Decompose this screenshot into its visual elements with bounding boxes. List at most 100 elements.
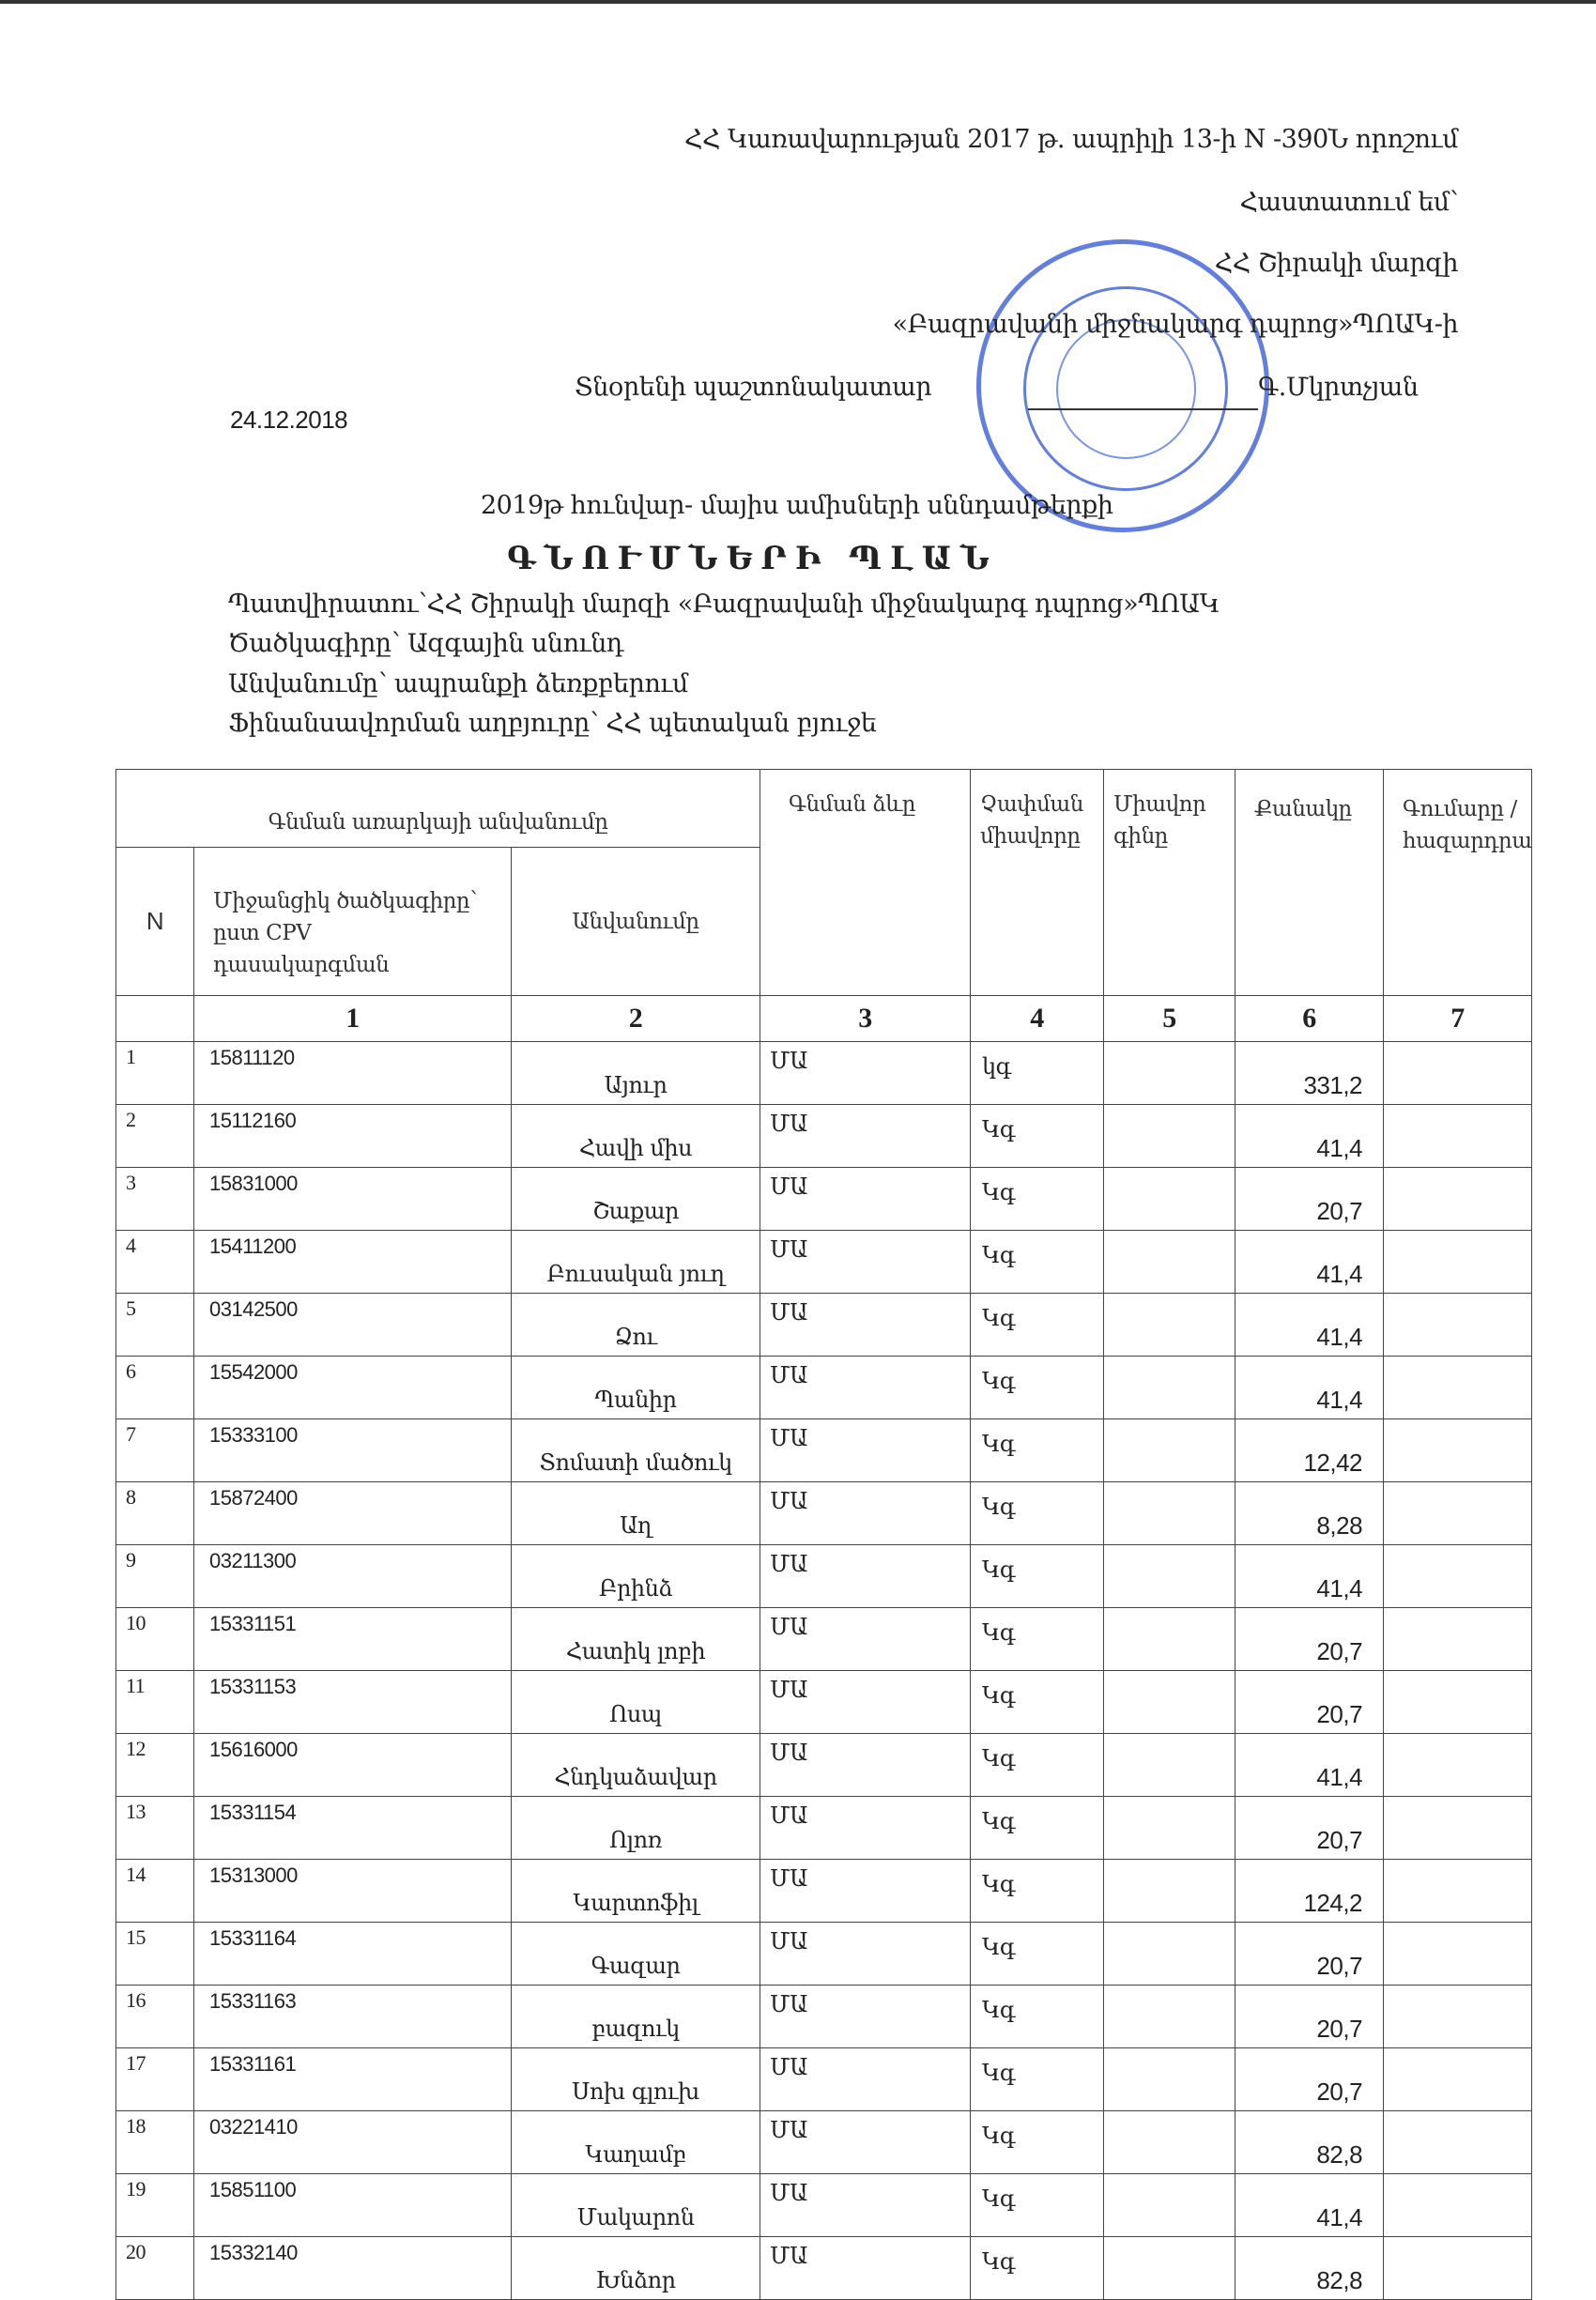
document-date: 24.12.2018 [230,406,348,434]
col-number: 5 [1103,995,1236,1042]
unit: Կգ [970,1607,1105,1671]
table-row: 5 03142500 Ձու ՄԱ Կգ 41,4 [115,1293,1533,1357]
unit-price [1103,1670,1236,1734]
item-name: Տոմատի մածուկ [510,1418,761,1482]
table-row: 12 15616000 Հնդկաձավար ՄԱ Կգ 41,4 [115,1733,1533,1797]
quantity: 20,7 [1235,1670,1385,1734]
col-number: 2 [510,995,761,1042]
procurement-form: ՄԱ [760,1859,972,1923]
item-name: Կարտոֆիլ [510,1859,761,1923]
unit: Կգ [970,1418,1105,1482]
table-row: 4 15411200 Բուսական յուղ ՄԱ Կգ 41,4 [115,1230,1533,1294]
table-row: 3 15831000 Շաքար ՄԱ Կգ 20,7 [115,1167,1533,1231]
table-row: 1 15811120 Այուր ՄԱ կգ 331,2 [115,1041,1533,1105]
row-number: 8 [115,1481,194,1545]
header-form: Գնման ձևը [760,769,972,996]
table-row: 20 15332140 Խնձոր ՄԱ Կգ 82,8 [115,2236,1533,2300]
table-row: 14 15313000 Կարտոֆիլ ՄԱ Կգ 124,2 [115,1859,1533,1923]
unit-price [1103,1418,1236,1482]
row-number: 4 [115,1230,194,1294]
procurement-form: ՄԱ [760,1670,972,1734]
procurement-form: ՄԱ [760,1922,972,1986]
procurement-form: ՄԱ [760,1230,972,1294]
row-number: 3 [115,1167,194,1231]
unit-price [1103,1104,1236,1168]
unit: Կգ [970,1481,1105,1545]
row-number: 18 [115,2110,194,2174]
cpv-code: 15331154 [193,1796,512,1860]
unit: Կգ [970,1922,1105,1986]
quantity: 82,8 [1235,2236,1385,2300]
item-name: Ձու [510,1293,761,1357]
item-name: Ոլոռ [510,1796,761,1860]
table-row: 11 15331153 Ոսպ ՄԱ Կգ 20,7 [115,1670,1533,1734]
item-name: Սոխ գլուխ [510,2047,761,2111]
unit: Կգ [970,2173,1105,2237]
table-row: 6 15542000 Պանիր ՄԱ Կգ 41,4 [115,1356,1533,1419]
funding-line: Ֆինանսավորման աղբյուրը՝ ՀՀ պետական բյուջ… [228,709,877,738]
item-name: Շաքար [510,1167,761,1231]
sum [1383,2173,1533,2237]
quantity: 82,8 [1235,2110,1385,2174]
header-unit: Չափման միավորը [970,769,1105,996]
unit-price [1103,1607,1236,1671]
item-name: Կաղամբ [510,2110,761,2174]
header-n: N [115,847,194,996]
cpv-code: 15331153 [193,1670,512,1734]
row-number: 15 [115,1922,194,1986]
cpv-code: 15331163 [193,1985,512,2048]
item-name: Բուսական յուղ [510,1230,761,1294]
item-name: Մակարոն [510,2173,761,2237]
plan-title: ԳՆՈՒՄՆԵՐԻ ՊԼԱՆ [507,540,998,577]
unit-price [1103,2236,1236,2300]
row-number: 17 [115,2047,194,2111]
sum [1383,1859,1533,1923]
unit: Կգ [970,1859,1105,1923]
unit: կգ [970,1041,1105,1105]
col-number-blank [115,995,194,1042]
item-name: Այուր [510,1041,761,1105]
item-name: Աղ [510,1481,761,1545]
director-name: Գ.Մկրտչյան [1258,373,1419,402]
quantity: 20,7 [1235,1167,1385,1231]
item-name: Գազար [510,1922,761,1986]
unit-price [1103,2047,1236,2111]
unit-price [1103,1356,1236,1419]
row-number: 7 [115,1418,194,1482]
col-number: 4 [970,995,1105,1042]
cpv-code: 15331161 [193,2047,512,2111]
cpv-code: 15831000 [193,1167,512,1231]
cpv-code: 15616000 [193,1733,512,1797]
cpv-code: 15332140 [193,2236,512,2300]
unit: Կգ [970,1544,1105,1608]
item-name: Ոսպ [510,1670,761,1734]
item-name: Հնդկաձավար [510,1733,761,1797]
sum [1383,1041,1533,1105]
sum [1383,1104,1533,1168]
col-number: 6 [1235,995,1385,1042]
unit-price [1103,1230,1236,1294]
header-price: Միավոր գինը [1103,769,1236,996]
row-number: 5 [115,1293,194,1357]
header-qty: Քանակը [1235,769,1385,996]
cpv-code: 15411200 [193,1230,512,1294]
procurement-form: ՄԱ [760,1985,972,2048]
decree-reference: ՀՀ Կառավարության 2017 թ. ապրիլի 13-ի N -… [684,125,1458,154]
quantity: 41,4 [1235,1293,1385,1357]
item-name: բազուկ [510,1985,761,2048]
director-title: Տնօրենի պաշտոնակատար [575,373,932,402]
item-name: Հավի միս [510,1104,761,1168]
name-line: Անվանումը՝ ապրանքի ձեռքբերում [228,669,688,698]
row-number: 1 [115,1041,194,1105]
unit-price [1103,2110,1236,2174]
sum [1383,1167,1533,1231]
quantity: 41,4 [1235,1544,1385,1608]
procurement-form: ՄԱ [760,1607,972,1671]
unit: Կգ [970,1293,1105,1357]
quantity: 20,7 [1235,2047,1385,2111]
procurement-form: ՄԱ [760,1481,972,1545]
sum [1383,2110,1533,2174]
cpv-code: 15872400 [193,1481,512,1545]
quantity: 20,7 [1235,1985,1385,2048]
unit: Կգ [970,1167,1105,1231]
